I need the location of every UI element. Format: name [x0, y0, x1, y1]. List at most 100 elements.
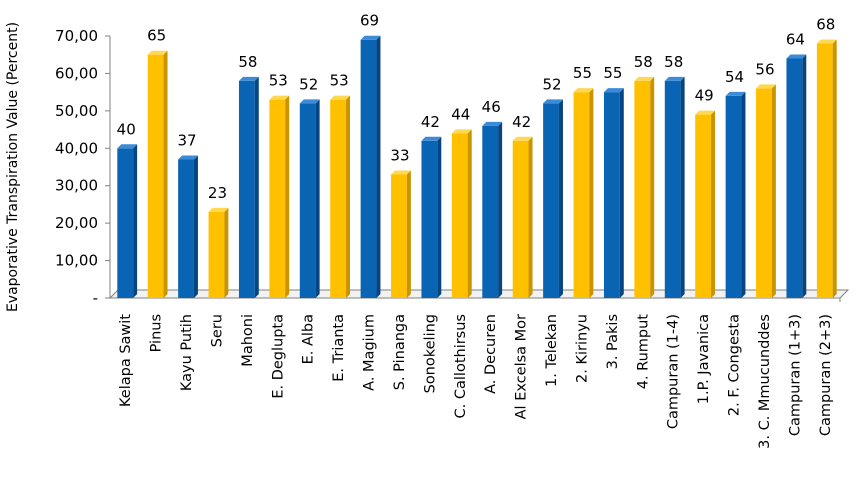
bar-top — [573, 88, 594, 93]
bar-front — [603, 92, 620, 299]
bar-front — [178, 159, 194, 298]
bar-side — [193, 155, 198, 298]
bar — [451, 129, 472, 298]
bar — [208, 207, 229, 298]
y-tick-label: - — [93, 289, 98, 307]
bar-side — [589, 88, 594, 299]
bar-front — [725, 95, 742, 298]
bar-front — [786, 58, 803, 299]
bar-front — [512, 140, 529, 298]
bar-top — [238, 76, 259, 81]
bar-side — [741, 91, 746, 298]
bar-top — [512, 136, 533, 141]
bar — [543, 99, 563, 298]
bar-side — [133, 144, 138, 298]
data-label: 58 — [238, 53, 257, 71]
bar-side — [163, 50, 168, 298]
category-label: Seru — [209, 314, 225, 347]
category-label: Pinus — [149, 314, 165, 352]
category-labels: Kelapa Sawit Pinus Kayu Putih Seru Mahoni E. … — [118, 314, 834, 449]
y-tick-label: 70,00 — [55, 27, 98, 45]
category-label: Kelapa Sawit — [118, 314, 134, 407]
data-label: 33 — [390, 146, 409, 164]
bar-top — [816, 39, 837, 44]
bar-side — [254, 76, 259, 299]
bar-side — [619, 88, 624, 299]
data-label: 58 — [634, 53, 653, 71]
bar-top — [208, 207, 229, 212]
bar-side — [315, 99, 320, 298]
bar-front — [816, 43, 833, 298]
bar-top — [360, 35, 381, 40]
category-label: 1. Telekan — [544, 314, 560, 387]
bar — [816, 39, 837, 298]
bar-top — [725, 91, 746, 96]
bar-side — [771, 84, 776, 299]
category-label: 4. Rumput — [635, 314, 651, 390]
bar-front — [451, 133, 468, 298]
bar-front — [299, 103, 316, 298]
category-label: A. Decuren — [483, 314, 499, 394]
bar — [269, 95, 290, 298]
data-labels: 40 65 37 23 58 53 52 53 69 33 42 44 46 42 52 55 55 58 58 49… — [117, 12, 836, 202]
category-label: Sonokeling — [422, 314, 438, 393]
bar-side — [376, 35, 381, 298]
data-label: 42 — [421, 113, 440, 131]
bar-top — [117, 144, 138, 149]
bar — [117, 144, 138, 298]
bar-top — [178, 155, 198, 160]
data-label: 44 — [451, 105, 470, 123]
bar-top — [330, 95, 351, 100]
bar-top — [543, 99, 563, 104]
bar-side — [498, 121, 503, 298]
y-tick-label: 10,00 — [55, 252, 98, 270]
category-label: Mahoni — [240, 314, 256, 367]
bar — [147, 50, 168, 298]
data-label: 49 — [695, 87, 714, 105]
bar-front — [695, 114, 712, 298]
bar — [573, 88, 594, 299]
bar-front — [756, 88, 772, 299]
bar-top — [603, 88, 624, 93]
bar — [695, 110, 716, 298]
bar-side — [558, 99, 563, 298]
data-label: 52 — [299, 75, 318, 93]
bar-side — [802, 54, 807, 299]
bar-top — [634, 76, 655, 81]
category-label: Kayu Putih — [179, 314, 195, 391]
bar-top — [269, 95, 290, 100]
bar-side — [650, 76, 655, 299]
category-label: 3. Pakis — [605, 314, 621, 369]
bar — [756, 84, 776, 299]
bar-side — [224, 207, 229, 298]
category-label: Al Excelsa Mor — [514, 314, 530, 419]
bar-side — [437, 136, 442, 298]
category-label: A. Magium — [362, 314, 378, 391]
bar-side — [528, 136, 533, 298]
data-label: 56 — [755, 60, 774, 78]
data-label: 54 — [725, 68, 744, 86]
data-label: 42 — [512, 113, 531, 131]
category-label: S. Pinanga — [392, 314, 408, 390]
bar-side — [680, 76, 685, 299]
category-label: E. Deglupta — [270, 314, 286, 399]
bar-side — [406, 170, 411, 298]
bar-side — [832, 39, 837, 298]
data-label: 68 — [816, 15, 835, 33]
y-tick-label: 50,00 — [55, 102, 98, 120]
data-label: 52 — [542, 75, 561, 93]
data-label: 53 — [330, 72, 349, 90]
bar-front — [147, 54, 164, 298]
y-tick-label: 20,00 — [55, 214, 98, 232]
bar-top — [664, 76, 685, 81]
bar-top — [421, 136, 442, 141]
bar-front — [391, 174, 407, 298]
bar — [482, 121, 503, 298]
category-label: Campuran (2+3) — [818, 314, 834, 436]
bar — [725, 91, 746, 298]
bar-front — [543, 103, 559, 298]
data-label: 37 — [177, 132, 196, 150]
data-label: 23 — [208, 184, 227, 202]
category-label: 2. Kirinyu — [574, 314, 590, 383]
bar-top — [786, 54, 807, 59]
